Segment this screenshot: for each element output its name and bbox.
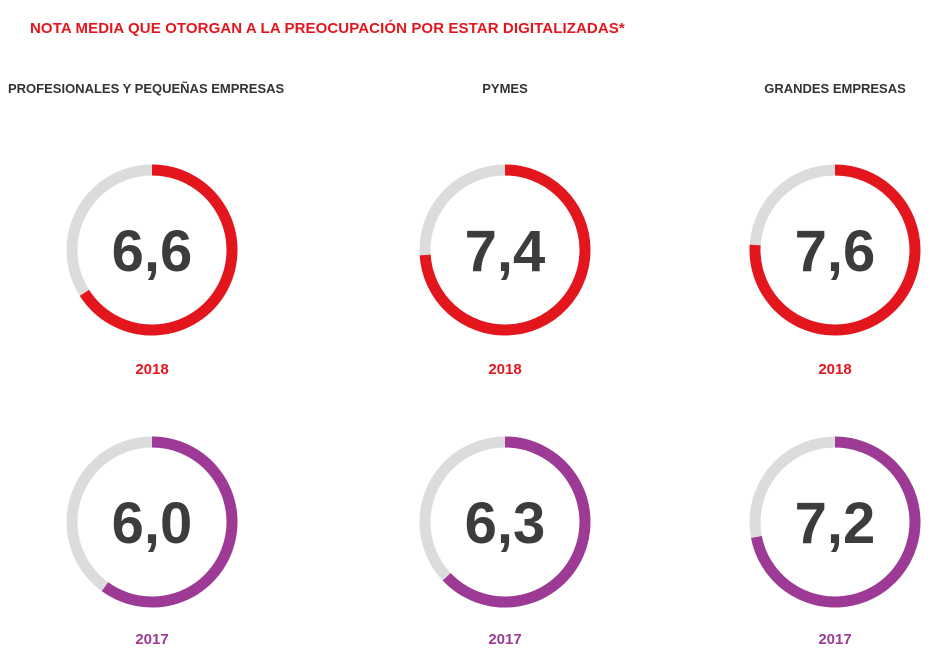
gauge-value-pymes-2018: 7,4 [465, 219, 546, 284]
column-title-profesionales: PROFESIONALES Y PEQUEÑAS EMPRESAS [8, 81, 285, 96]
gauge-year-grandes-empresas-2018: 2018 [818, 361, 851, 378]
gauge-year-profesionales-2017: 2017 [135, 631, 168, 648]
gauge-year-pymes-2017: 2017 [488, 631, 521, 648]
gauge-arc-profesionales-2018 [79, 164, 238, 336]
gauge-value-grandes-empresas-2018: 7,6 [795, 219, 876, 284]
column-title-grandes-empresas: GRANDES EMPRESAS [764, 81, 906, 96]
gauge-value-profesionales-2017: 6,0 [112, 491, 193, 556]
column-title-pymes: PYMES [482, 81, 528, 96]
gauge-arc-grandes-empresas-2018 [749, 164, 921, 336]
gauge-arc-profesionales-2017 [101, 436, 238, 608]
gauge-value-pymes-2017: 6,3 [465, 491, 546, 556]
gauge-arc-pymes-2017 [442, 436, 591, 608]
gauge-value-profesionales-2018: 6,6 [112, 219, 193, 284]
chart-title: NOTA MEDIA QUE OTORGAN A LA PREOCUPACIÓN… [30, 20, 625, 37]
gauge-arc-grandes-empresas-2017 [751, 436, 921, 608]
gauge-year-pymes-2018: 2018 [488, 361, 521, 378]
gauge-year-profesionales-2018: 2018 [135, 361, 168, 378]
gauge-value-grandes-empresas-2017: 7,2 [795, 491, 876, 556]
gauge-year-grandes-empresas-2017: 2017 [818, 631, 851, 648]
gauge-arc-pymes-2018 [419, 164, 591, 336]
